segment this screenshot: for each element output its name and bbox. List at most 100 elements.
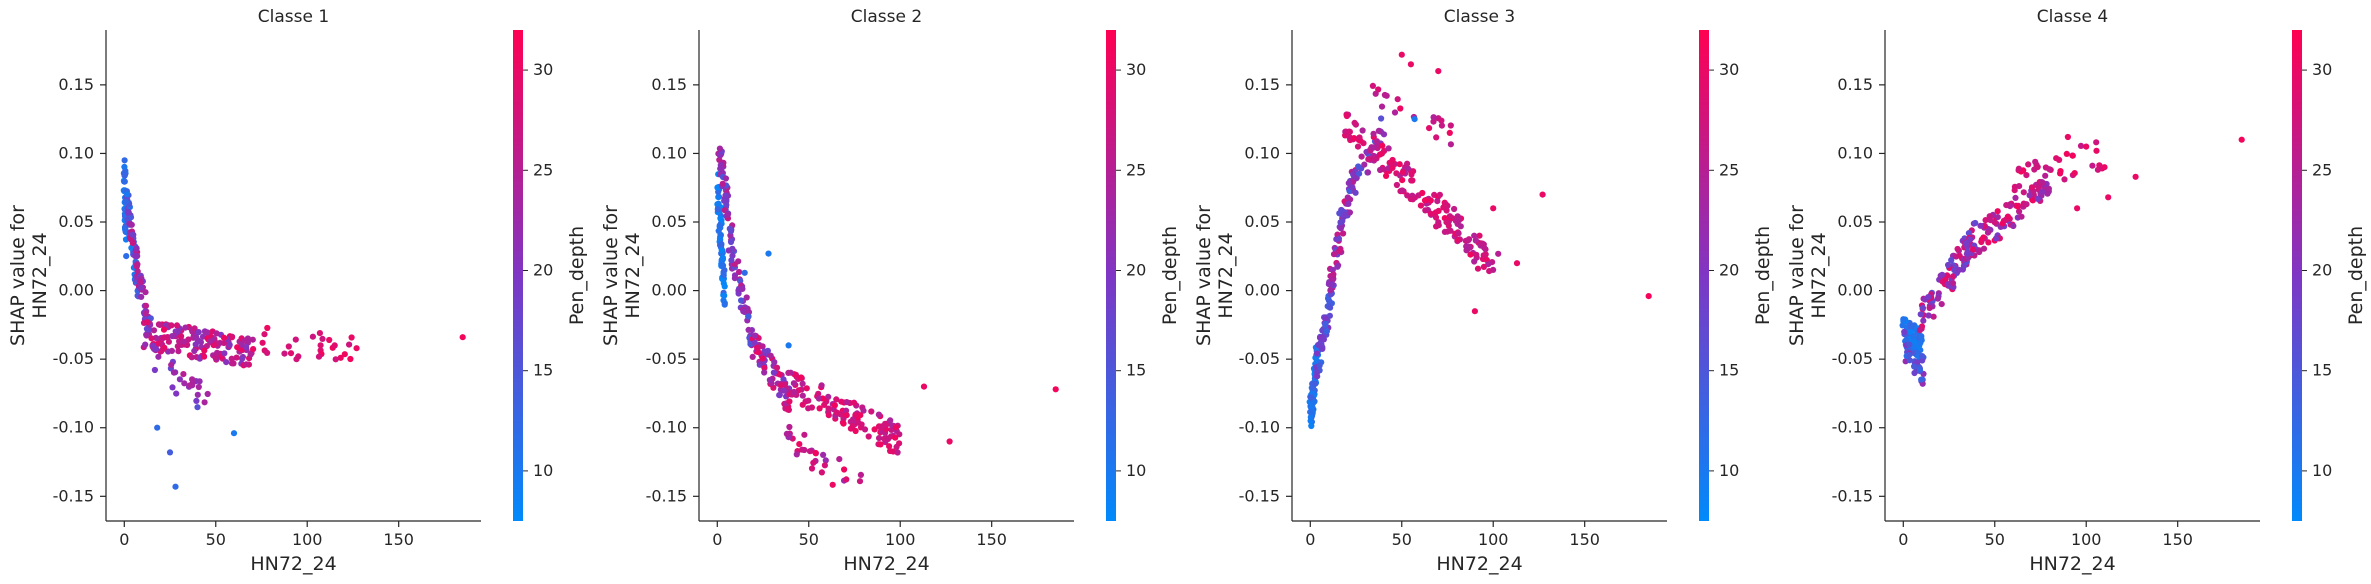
scatter-point xyxy=(806,448,814,455)
scatter-point xyxy=(122,198,129,205)
colorbar-tick-label: 30 xyxy=(533,60,553,79)
scatter-point xyxy=(1473,251,1480,258)
y-tick-label: 0.05 xyxy=(58,212,94,231)
scatter-point xyxy=(1426,125,1433,132)
y-tick-label: -0.15 xyxy=(53,486,94,505)
scatter-point xyxy=(946,438,953,445)
scatter-point xyxy=(1911,344,1918,351)
scatter-point xyxy=(1454,236,1461,243)
scatter-point xyxy=(1972,219,1979,227)
scatter-point xyxy=(180,371,187,378)
y-tick-label: -0.05 xyxy=(646,349,687,368)
scatter-point xyxy=(1316,362,1323,369)
scatter-point xyxy=(1918,333,1925,340)
scatter-point xyxy=(1435,222,1442,229)
scatter-point xyxy=(1925,312,1932,319)
colorbar-tick-label: 20 xyxy=(533,260,553,279)
y-tick-label: -0.10 xyxy=(1832,418,1873,437)
scatter-point xyxy=(1409,177,1416,184)
scatter-point xyxy=(892,424,899,431)
scatter-point xyxy=(808,465,816,472)
scatter-point xyxy=(1919,304,1926,311)
scatter-point xyxy=(1447,122,1454,129)
scatter-point xyxy=(176,338,183,345)
scatter-point xyxy=(169,333,176,340)
scatter-point xyxy=(751,339,758,346)
colorbar-label: Pen_depth xyxy=(1159,226,1181,325)
scatter-point xyxy=(887,447,894,455)
scatter-point xyxy=(1485,261,1492,268)
scatter-point xyxy=(2064,133,2071,141)
scatter-point xyxy=(204,390,211,398)
scatter-point xyxy=(1355,163,1362,170)
colorbar-tick-label: 15 xyxy=(533,361,553,380)
scatter-point xyxy=(194,391,201,398)
scatter-point xyxy=(1918,376,1925,383)
scatter-point xyxy=(1383,172,1390,179)
colorbar-tick-label: 25 xyxy=(1126,160,1146,179)
scatter-point xyxy=(133,245,140,252)
scatter-point xyxy=(1987,217,1994,224)
colorbar xyxy=(513,30,523,521)
scatter-point xyxy=(1335,235,1342,242)
scatter-point xyxy=(1372,90,1379,97)
scatter-point xyxy=(1396,161,1403,168)
scatter-point xyxy=(721,301,728,308)
scatter-point xyxy=(326,336,333,344)
scatter-point xyxy=(1427,210,1434,217)
scatter-point xyxy=(2053,155,2060,162)
scatter-point xyxy=(353,345,360,352)
scatter-point xyxy=(759,355,766,362)
scatter-point xyxy=(1447,227,1454,234)
scatter-point xyxy=(1370,130,1377,137)
scatter-point xyxy=(1969,246,1977,253)
y-tick-label: -0.10 xyxy=(646,418,687,437)
scatter-point xyxy=(749,353,756,360)
scatter-point xyxy=(2057,170,2064,177)
x-axis-label: HN72_24 xyxy=(1436,553,1522,575)
scatter-point xyxy=(123,253,130,260)
scatter-point xyxy=(1354,143,1362,150)
scatter-point xyxy=(1455,230,1462,237)
scatter-point xyxy=(1397,105,1404,112)
scatter-point xyxy=(815,395,823,402)
scatter-point xyxy=(142,302,150,309)
scatter-point xyxy=(186,382,193,389)
scatter-point xyxy=(1376,151,1384,158)
y-tick-label: 0.15 xyxy=(1837,75,1873,94)
scatter-point xyxy=(1417,202,1424,209)
scatter-point xyxy=(876,435,883,442)
scatter-point xyxy=(1380,166,1387,173)
scatter-point xyxy=(2093,139,2100,146)
scatter-point xyxy=(1398,51,1405,58)
scatter-point xyxy=(191,325,198,332)
scatter-point xyxy=(1447,141,1454,148)
scatter-point xyxy=(1993,235,2000,242)
scatter-point xyxy=(1942,276,1949,283)
scatter-point xyxy=(1985,239,1992,246)
scatter-point xyxy=(1480,263,1487,270)
scatter-point xyxy=(165,338,172,345)
scatter-point xyxy=(2018,213,2025,220)
y-tick-label: -0.10 xyxy=(53,418,94,437)
colorbar-tick-label: 20 xyxy=(1719,260,1739,279)
scatter-point xyxy=(249,336,256,343)
scatter-point xyxy=(153,345,160,353)
scatter-point xyxy=(1495,250,1502,257)
scatter-point xyxy=(1949,273,1957,280)
scatter-point xyxy=(896,440,903,447)
scatter-point xyxy=(221,350,228,357)
scatter-point xyxy=(879,423,887,430)
scatter-point xyxy=(1404,165,1412,172)
scatter-point xyxy=(865,433,872,440)
scatter-point xyxy=(843,399,850,406)
scatter-point xyxy=(123,191,131,198)
scatter-point xyxy=(1313,373,1320,380)
scatter-point xyxy=(738,297,745,304)
scatter-point xyxy=(1312,380,1319,387)
scatter-point xyxy=(1329,281,1336,288)
scatter-point xyxy=(1399,187,1406,194)
scatter-point xyxy=(1480,252,1487,259)
scatter-point xyxy=(719,262,727,269)
x-axis-label: HN72_24 xyxy=(250,553,336,575)
